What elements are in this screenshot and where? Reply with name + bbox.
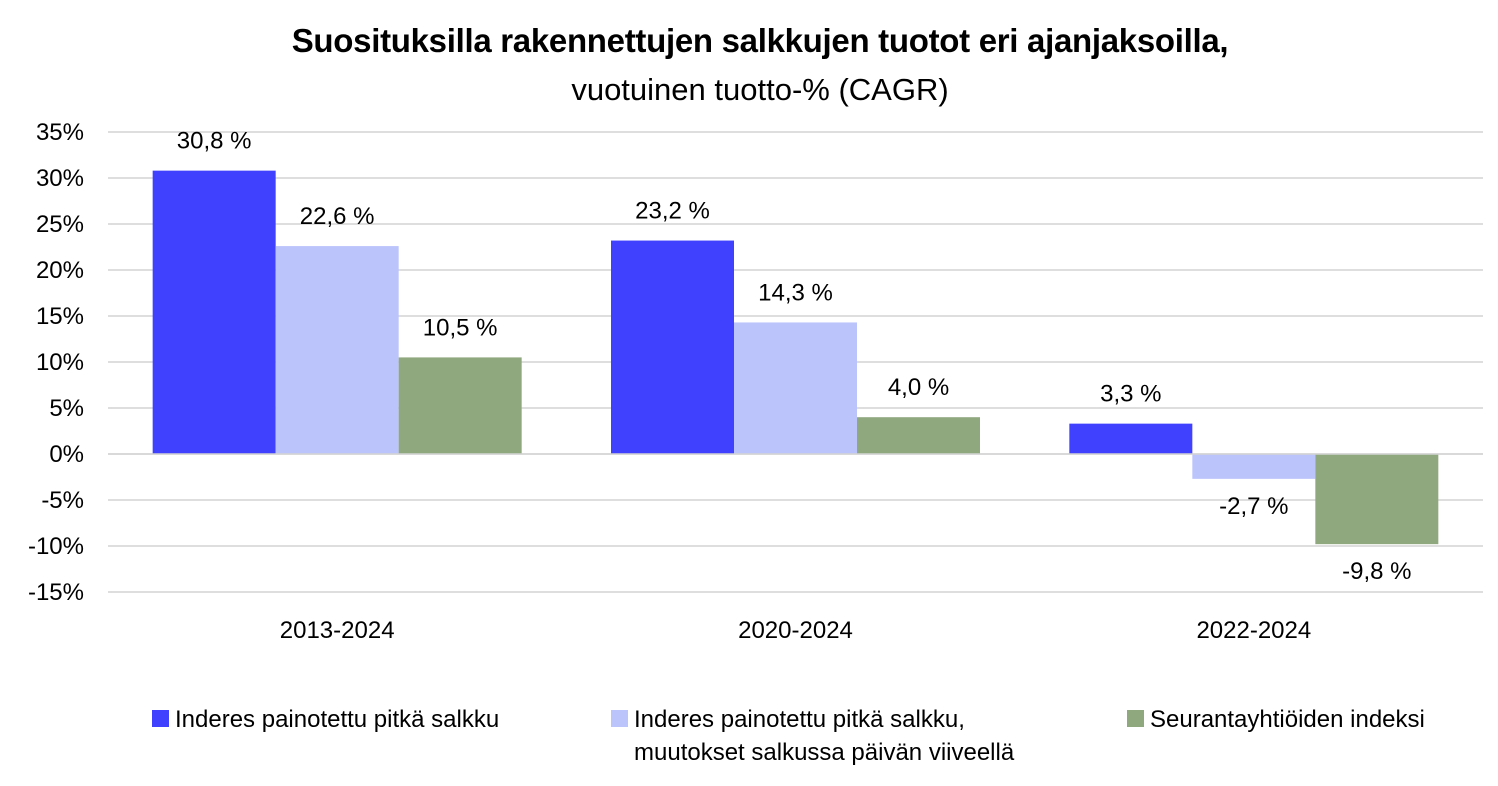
data-label: -9,8 % [1342,558,1411,585]
data-label: 14,3 % [758,279,833,306]
legend-label-series-1: Inderes painotettu pitkä salkku [175,706,500,733]
legend-label-series-2-line-1: Inderes painotettu pitkä salkku, [634,706,965,733]
bar [152,170,276,454]
y-tick-label: -15% [28,579,84,606]
data-label: 3,3 % [1100,381,1161,408]
data-label: -2,7 % [1219,493,1288,520]
bar [398,357,522,454]
data-labels: 30,8 % 23,2 % 3,3 % 22,6 % 14,3 % -2,7 % 10,5 … [177,128,1412,586]
bar [611,240,734,454]
axes: 35% 30% 25% 20% 15% 10% 5% 0% -5% -10% -15% 2013-20… [28,119,1483,644]
legend-swatch-series-2 [611,710,628,727]
data-label: 23,2 % [635,198,710,225]
bar [275,246,399,454]
data-label: 22,6 % [300,203,375,230]
x-tick-label: 2020-2024 [738,617,853,644]
legend-swatch-series-3 [1127,710,1144,727]
bars [152,170,1439,545]
y-tick-label: 15% [36,303,84,330]
y-tick-label: 10% [36,349,84,376]
x-tick-label: 2022-2024 [1196,617,1311,644]
data-label: 30,8 % [177,128,252,155]
y-tick-label: 5% [49,395,84,422]
legend-swatch-series-1 [152,710,169,727]
chart-title: Suosituksilla rakennettujen salkkujen tu… [291,22,1229,59]
y-tick-label: -5% [41,487,84,514]
y-tick-label: 0% [49,441,84,468]
y-tick-label: 20% [36,257,84,284]
bar [1069,423,1193,454]
y-tick-label: 25% [36,211,84,238]
legend-label-series-2: Inderes painotettu pitkä salkku, muutoks… [634,703,1014,769]
bar [1315,454,1439,545]
y-tick-label: 35% [36,119,84,146]
legend-label-series-3: Seurantayhtiöiden indeksi [1150,706,1425,733]
data-label: 10,5 % [423,314,498,341]
y-tick-label: -10% [28,533,84,560]
bar [857,417,980,454]
chart-subtitle: vuotuinen tuotto-% (CAGR) [571,72,949,107]
y-tick-label: 30% [36,165,84,192]
bar [1192,454,1316,479]
data-label: 4,0 % [888,374,949,401]
bar [734,322,857,454]
legend-label-series-2-line-2: muutokset salkussa päivän viiveellä [634,739,1015,766]
x-tick-label: 2013-2024 [280,617,395,644]
